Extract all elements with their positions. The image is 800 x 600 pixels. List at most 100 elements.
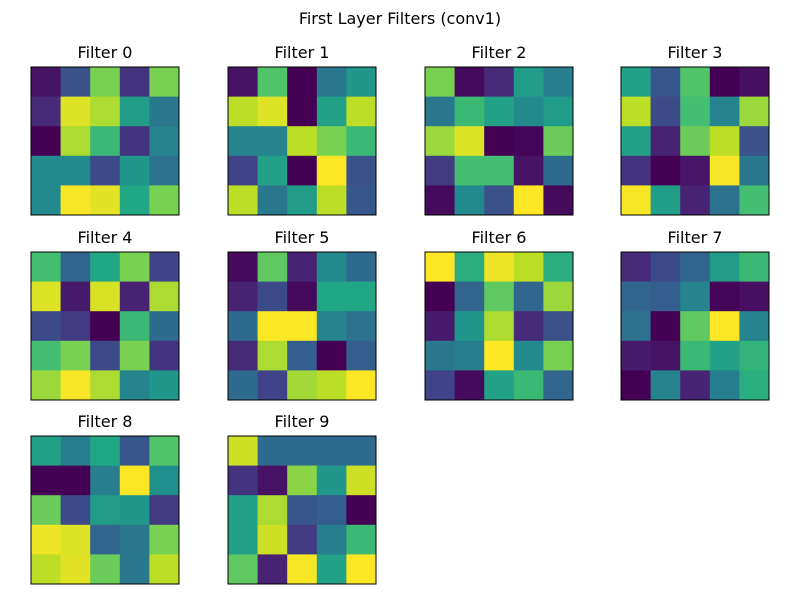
heatmap-cell xyxy=(257,96,288,127)
heatmap-cell xyxy=(425,155,455,186)
heatmap-cell xyxy=(60,495,91,526)
heatmap-cell xyxy=(60,465,91,496)
heatmap-cell xyxy=(543,67,574,97)
heatmap-cell xyxy=(543,340,574,371)
heatmap-cell xyxy=(346,155,377,186)
heatmap-cell xyxy=(119,495,150,526)
heatmap-cell xyxy=(90,185,121,216)
panel-title: Filter 8 xyxy=(77,412,133,431)
heatmap-cell xyxy=(90,281,121,312)
heatmap-cell xyxy=(119,311,150,342)
heatmap-cell xyxy=(119,436,150,466)
heatmap-cell xyxy=(149,155,180,186)
heatmap-cell xyxy=(709,370,740,401)
heatmap-cell xyxy=(346,311,377,342)
heatmap-cell xyxy=(31,185,61,216)
panel-frame xyxy=(30,66,180,216)
heatmap-cell xyxy=(709,67,740,97)
heatmap-cell xyxy=(425,67,455,97)
heatmap-cell xyxy=(680,185,711,216)
heatmap-cell xyxy=(31,524,61,555)
heatmap-cell xyxy=(287,554,318,585)
heatmap-cell xyxy=(287,495,318,526)
heatmap-cell xyxy=(316,126,347,157)
panel-frame xyxy=(227,251,377,401)
heatmap-cell xyxy=(484,126,515,157)
heatmap-cell xyxy=(621,96,651,127)
heatmap-cell xyxy=(31,554,61,585)
heatmap-cell xyxy=(621,281,651,312)
heatmap-cell xyxy=(454,311,485,342)
heatmap-cell xyxy=(346,554,377,585)
heatmap-cell xyxy=(257,185,288,216)
heatmap-cell xyxy=(739,340,770,371)
heatmap-cell xyxy=(149,311,180,342)
heatmap-cell xyxy=(709,340,740,371)
heatmap-cell xyxy=(90,524,121,555)
panel-title: Filter 4 xyxy=(77,228,133,247)
heatmap-cell xyxy=(513,185,544,216)
panel-frame xyxy=(424,66,574,216)
heatmap-cell xyxy=(287,524,318,555)
heatmap-cell xyxy=(60,340,91,371)
heatmap-cell xyxy=(316,311,347,342)
heatmap-cell xyxy=(287,281,318,312)
heatmap-cell xyxy=(513,281,544,312)
heatmap-cell xyxy=(119,281,150,312)
heatmap-cell xyxy=(621,67,651,97)
heatmap-cell xyxy=(739,67,770,97)
heatmap-cell xyxy=(709,155,740,186)
heatmap-cell xyxy=(257,495,288,526)
heatmap-cell xyxy=(287,340,318,371)
heatmap-cell xyxy=(513,67,544,97)
heatmap-cell xyxy=(739,126,770,157)
heatmap-cell xyxy=(60,524,91,555)
heatmap-cell xyxy=(60,370,91,401)
heatmap-cell xyxy=(346,436,377,466)
heatmap-cell xyxy=(484,185,515,216)
heatmap-cell xyxy=(228,311,258,342)
heatmap-cell xyxy=(287,67,318,97)
heatmap-cell xyxy=(60,96,91,127)
heatmap-cell xyxy=(316,281,347,312)
heatmap-cell xyxy=(513,252,544,282)
heatmap-cell xyxy=(346,96,377,127)
heatmap-cell xyxy=(90,126,121,157)
heatmap-cell xyxy=(316,524,347,555)
heatmap-cell xyxy=(425,311,455,342)
heatmap-cell xyxy=(621,340,651,371)
heatmap-cell xyxy=(739,185,770,216)
heatmap-cell xyxy=(709,281,740,312)
heatmap-cell xyxy=(454,155,485,186)
heatmap-cell xyxy=(709,252,740,282)
heatmap-cell xyxy=(513,126,544,157)
heatmap-cell xyxy=(709,185,740,216)
heatmap-cell xyxy=(425,252,455,282)
heatmap-cell xyxy=(650,67,681,97)
heatmap-cell xyxy=(316,436,347,466)
heatmap-cell xyxy=(513,311,544,342)
heatmap-cell xyxy=(316,554,347,585)
heatmap-cell xyxy=(228,281,258,312)
heatmap-cell xyxy=(739,311,770,342)
heatmap-cell xyxy=(513,370,544,401)
heatmap-cell xyxy=(228,252,258,282)
heatmap-cell xyxy=(621,252,651,282)
heatmap-cell xyxy=(31,495,61,526)
heatmap-cell xyxy=(680,252,711,282)
heatmap-cell xyxy=(228,126,258,157)
filter-panel xyxy=(30,251,180,401)
heatmap-cell xyxy=(454,126,485,157)
heatmap-cell xyxy=(484,340,515,371)
heatmap-cell xyxy=(484,155,515,186)
heatmap-cell xyxy=(90,155,121,186)
heatmap-cell xyxy=(454,67,485,97)
panel-title: Filter 3 xyxy=(667,43,723,62)
heatmap-cell xyxy=(543,185,574,216)
heatmap-cell xyxy=(346,495,377,526)
heatmap-cell xyxy=(346,340,377,371)
panel-frame xyxy=(424,251,574,401)
heatmap-cell xyxy=(680,311,711,342)
panel-frame xyxy=(227,435,377,585)
